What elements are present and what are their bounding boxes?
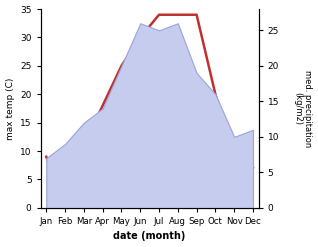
X-axis label: date (month): date (month) bbox=[114, 231, 186, 242]
Y-axis label: med. precipitation
(kg/m2): med. precipitation (kg/m2) bbox=[293, 70, 313, 147]
Y-axis label: max temp (C): max temp (C) bbox=[5, 77, 15, 140]
